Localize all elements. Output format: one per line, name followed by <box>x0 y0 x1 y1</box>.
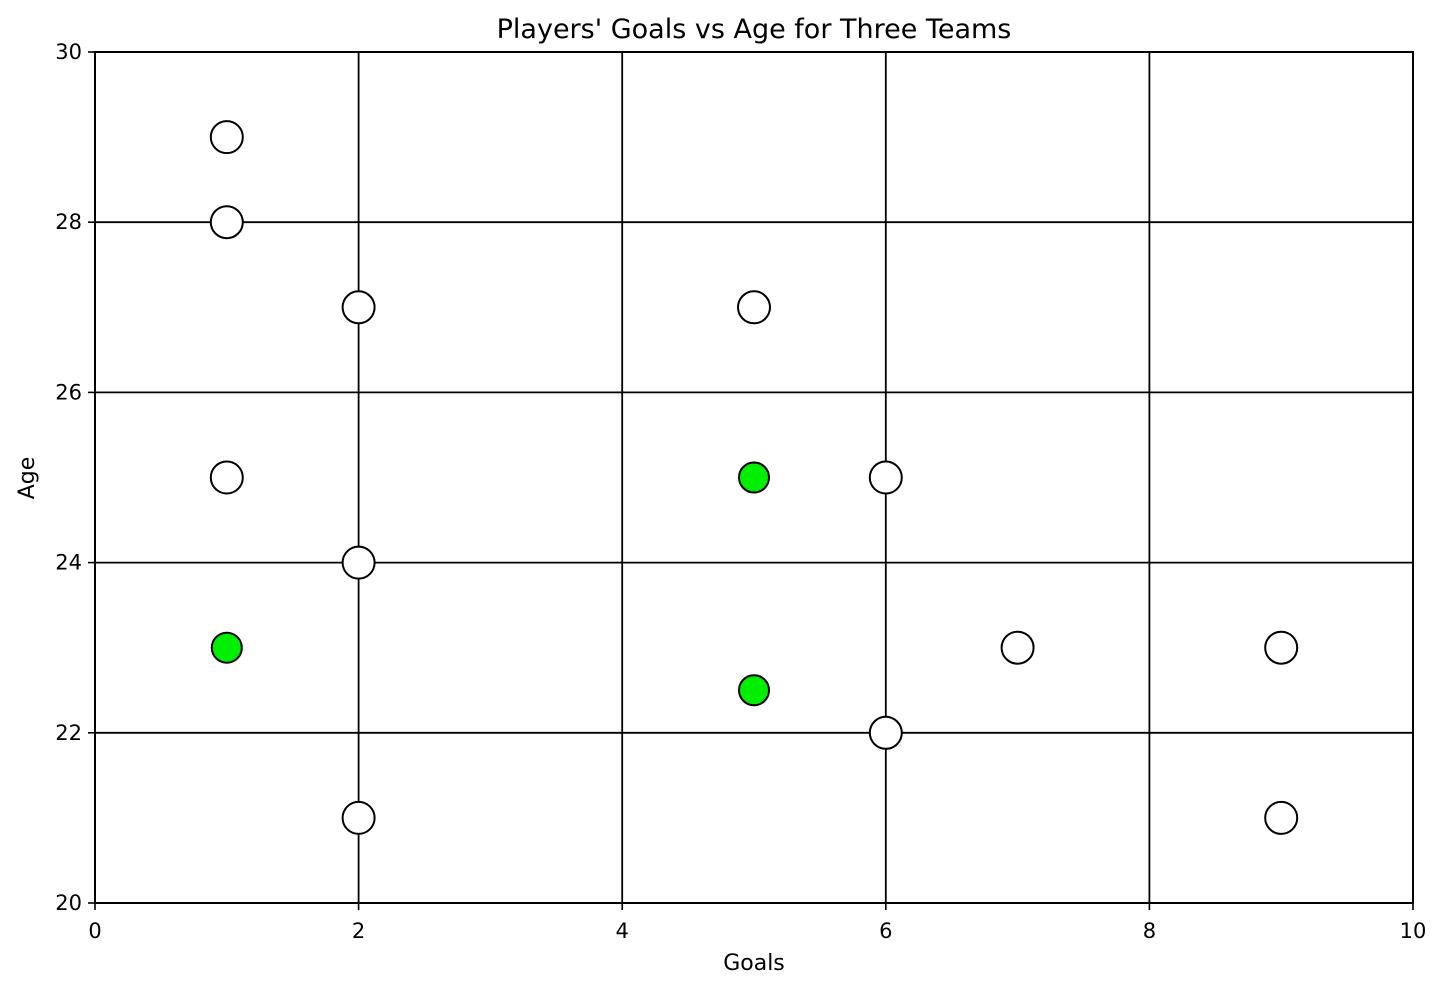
y-tick-label: 30 <box>55 40 82 64</box>
scatter-point <box>738 461 770 494</box>
x-tick-label: 4 <box>616 919 629 943</box>
y-axis-label: Age <box>15 457 40 500</box>
scatter-point <box>341 800 376 835</box>
y-tick-label: 20 <box>55 891 82 915</box>
scatter-point <box>209 460 244 495</box>
scatter-point <box>737 290 771 325</box>
scatter-point <box>341 545 376 580</box>
scatter-point <box>738 674 770 707</box>
x-tick-label: 8 <box>1143 919 1156 943</box>
y-axis: 20 22 24 26 28 30 <box>55 40 95 915</box>
y-tick-label: 28 <box>55 210 82 234</box>
scatter-point <box>1264 630 1299 665</box>
scatter-point <box>209 120 244 155</box>
scatter-point <box>209 205 244 240</box>
scatter-point <box>868 715 903 750</box>
scatter-point <box>210 631 243 664</box>
chart-title: Players' Goals vs Age for Three Teams <box>497 14 1012 45</box>
x-tick-label: 6 <box>879 919 892 943</box>
scatter-point <box>341 290 376 325</box>
x-axis-label: Goals <box>723 951 785 976</box>
scatter-point <box>1000 630 1035 665</box>
y-tick-label: 22 <box>55 721 82 745</box>
scatter-point <box>1264 800 1299 835</box>
scatter-point <box>868 460 903 495</box>
plot-frame <box>94 51 1414 904</box>
x-tick-label: 0 <box>88 919 101 943</box>
data-points <box>209 120 1299 835</box>
y-tick-label: 24 <box>55 551 82 575</box>
x-axis: 0 2 4 6 8 10 <box>88 903 1426 943</box>
x-tick-label: 2 <box>352 919 365 943</box>
x-tick-label: 10 <box>1400 919 1427 943</box>
y-tick-label: 26 <box>55 380 82 404</box>
